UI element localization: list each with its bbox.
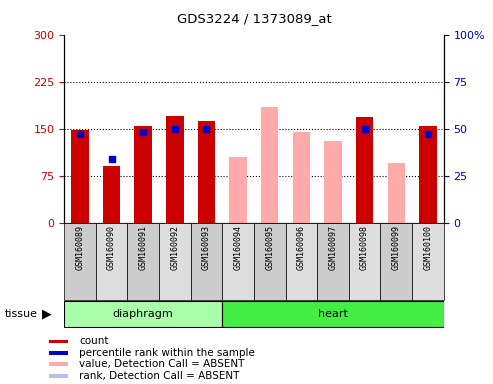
Text: GDS3224 / 1373089_at: GDS3224 / 1373089_at bbox=[176, 12, 331, 25]
Bar bbox=[198, 121, 215, 223]
Bar bbox=[387, 163, 405, 223]
Bar bbox=[135, 126, 152, 223]
Bar bbox=[381, 223, 412, 300]
Text: GSM160092: GSM160092 bbox=[170, 225, 179, 270]
Text: tissue: tissue bbox=[5, 309, 38, 319]
Bar bbox=[222, 223, 254, 300]
Text: GSM160096: GSM160096 bbox=[297, 225, 306, 270]
Bar bbox=[419, 126, 437, 223]
Text: ▶: ▶ bbox=[42, 308, 52, 320]
Bar bbox=[356, 118, 373, 223]
Text: GSM160095: GSM160095 bbox=[265, 225, 274, 270]
Bar bbox=[412, 223, 444, 300]
Text: diaphragm: diaphragm bbox=[113, 309, 174, 319]
Text: GSM160090: GSM160090 bbox=[107, 225, 116, 270]
Text: GSM160100: GSM160100 bbox=[423, 225, 432, 270]
Bar bbox=[261, 107, 279, 223]
Text: value, Detection Call = ABSENT: value, Detection Call = ABSENT bbox=[79, 359, 244, 369]
Bar bbox=[127, 223, 159, 300]
Bar bbox=[64, 301, 222, 327]
Bar bbox=[191, 223, 222, 300]
Bar bbox=[48, 351, 68, 355]
Bar bbox=[48, 374, 68, 377]
Bar bbox=[349, 223, 381, 300]
Text: GSM160091: GSM160091 bbox=[139, 225, 148, 270]
Text: count: count bbox=[79, 336, 108, 346]
Bar bbox=[285, 223, 317, 300]
Bar bbox=[159, 223, 191, 300]
Bar bbox=[96, 223, 127, 300]
Text: GSM160098: GSM160098 bbox=[360, 225, 369, 270]
Bar bbox=[222, 301, 444, 327]
Bar bbox=[71, 130, 89, 223]
Text: GSM160089: GSM160089 bbox=[75, 225, 84, 270]
Text: rank, Detection Call = ABSENT: rank, Detection Call = ABSENT bbox=[79, 371, 239, 381]
Bar bbox=[48, 340, 68, 343]
Bar bbox=[103, 166, 120, 223]
Text: GSM160094: GSM160094 bbox=[234, 225, 243, 270]
Bar bbox=[324, 141, 342, 223]
Bar bbox=[229, 157, 247, 223]
Text: GSM160093: GSM160093 bbox=[202, 225, 211, 270]
Bar bbox=[317, 223, 349, 300]
Bar bbox=[64, 223, 96, 300]
Bar bbox=[293, 132, 310, 223]
Text: percentile rank within the sample: percentile rank within the sample bbox=[79, 348, 255, 358]
Text: GSM160099: GSM160099 bbox=[392, 225, 401, 270]
Bar bbox=[48, 362, 68, 366]
Bar bbox=[166, 116, 183, 223]
Text: GSM160097: GSM160097 bbox=[328, 225, 338, 270]
Text: heart: heart bbox=[318, 309, 348, 319]
Bar bbox=[254, 223, 285, 300]
